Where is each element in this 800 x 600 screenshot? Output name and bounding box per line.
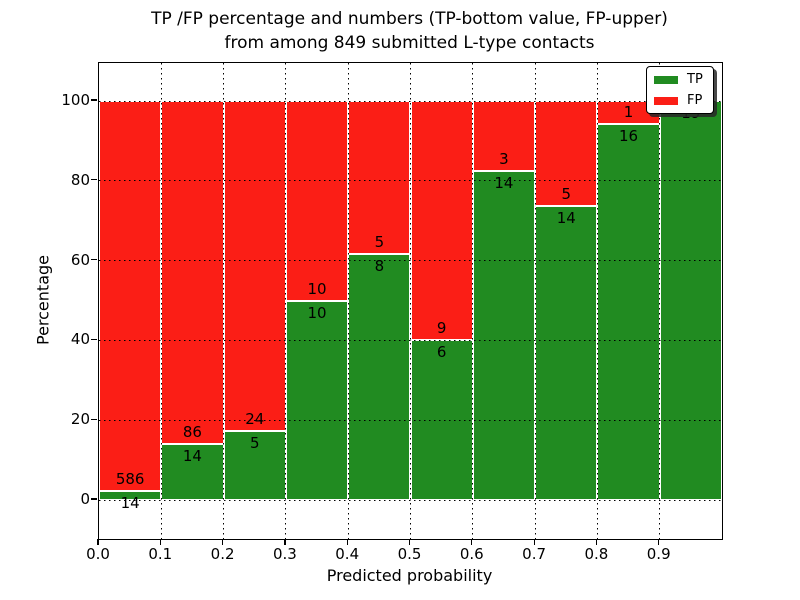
fp-count-label: 1 [623,103,634,122]
legend-label-tp: TP [687,72,703,87]
x-tick-mark [284,539,286,545]
bar-tp-segment [348,254,411,500]
bar-tp-segment [535,206,598,500]
x-tick-label: 0.4 [335,545,360,563]
bar-fp-segment [472,101,536,172]
y-tick-label: 60 [70,250,90,269]
fp-count-label: 10 [307,279,327,298]
x-tick-label: 0.5 [397,545,422,563]
x-axis-label: Predicted probability [326,566,493,585]
x-tick-label: 0.0 [86,545,110,563]
y-tick-mark [91,179,97,181]
fp-count-label: 86 [182,423,202,442]
y-tick-mark [91,498,97,500]
bar-fp-segment [285,101,349,301]
fp-count-label: 3 [499,150,509,169]
tp-count-label: 6 [436,343,447,362]
bar-tp-segment [285,300,349,500]
fp-count-label: 9 [436,319,447,338]
tp-count-label: 14 [494,174,514,193]
y-tick-label: 0 [80,490,90,508]
y-tick-mark [91,338,97,341]
tp-count-label: 14 [556,209,576,227]
tp-count-label: 14 [182,447,202,466]
x-tick-mark [222,539,224,545]
x-tick-mark [159,539,161,545]
x-tick-mark [346,539,348,545]
bar-fp-segment [223,101,286,432]
y-tick-label: 20 [70,410,90,429]
y-tick-mark [91,418,97,420]
fp-count-label: 5 [374,233,385,252]
x-tick-mark [97,539,99,545]
x-tick-label: 0.7 [522,545,547,563]
y-axis-label: Percentage [33,254,53,346]
tp-count-label: 10 [307,303,327,322]
bar-count-labels-layer: 5861486142451010589631451411619 [99,63,722,539]
tp-count-label: 5 [249,434,260,453]
tp-count-label: 14 [120,493,140,512]
y-tick-label: 80 [70,170,90,189]
fp-count-label: 24 [245,410,265,429]
tp-count-label: 8 [374,257,385,276]
bar-tp-segment [99,490,162,500]
bar-fp-segment [99,101,162,491]
x-tick-label: 0.9 [646,545,671,563]
legend-swatch-fp [654,97,678,105]
bar-fp-segment [161,101,224,445]
bar-fp-segment [410,101,473,341]
chart-title: TP /FP percentage and numbers (TP-bottom… [98,7,721,55]
chart-title-line1: TP /FP percentage and numbers (TP-bottom… [151,9,668,29]
chart-title-line2: from among 849 submitted L-type contacts [224,33,595,53]
legend-item-fp: FP [654,94,706,108]
legend-item-tp: TP [654,73,706,87]
y-tick-mark [91,259,97,261]
x-tick-label: 0.8 [584,545,609,563]
fp-count-label: 586 [115,469,145,488]
fp-count-label: 5 [561,185,572,203]
plot-area: 5861486142451010589631451411619 [98,62,723,540]
legend-swatch-tp [654,76,678,84]
legend-label-fp: FP [687,93,703,108]
x-tick-mark [471,539,473,545]
x-tick-label: 0.1 [148,545,173,563]
x-tick-mark [533,539,535,545]
bar-tp-segment [472,171,536,500]
x-tick-label: 0.3 [272,545,297,563]
bar-fp-segment [348,101,411,255]
x-tick-label: 0.2 [210,545,235,563]
bar-tp-segment [223,431,286,500]
x-tick-label: 0.6 [459,545,484,563]
bars-layer [99,63,722,539]
y-tick-label: 40 [70,330,90,349]
bar-fp-segment [535,101,598,206]
legend: TP FP [646,66,714,114]
x-tick-mark [658,539,660,545]
bar-tp-segment [597,124,660,500]
x-tick-mark [408,539,411,545]
bar-tp-segment [659,101,722,500]
y-tick-mark [91,99,97,101]
x-tick-mark [595,539,598,545]
y-tick-label: 100 [61,91,90,109]
tp-count-label: 16 [619,127,639,146]
